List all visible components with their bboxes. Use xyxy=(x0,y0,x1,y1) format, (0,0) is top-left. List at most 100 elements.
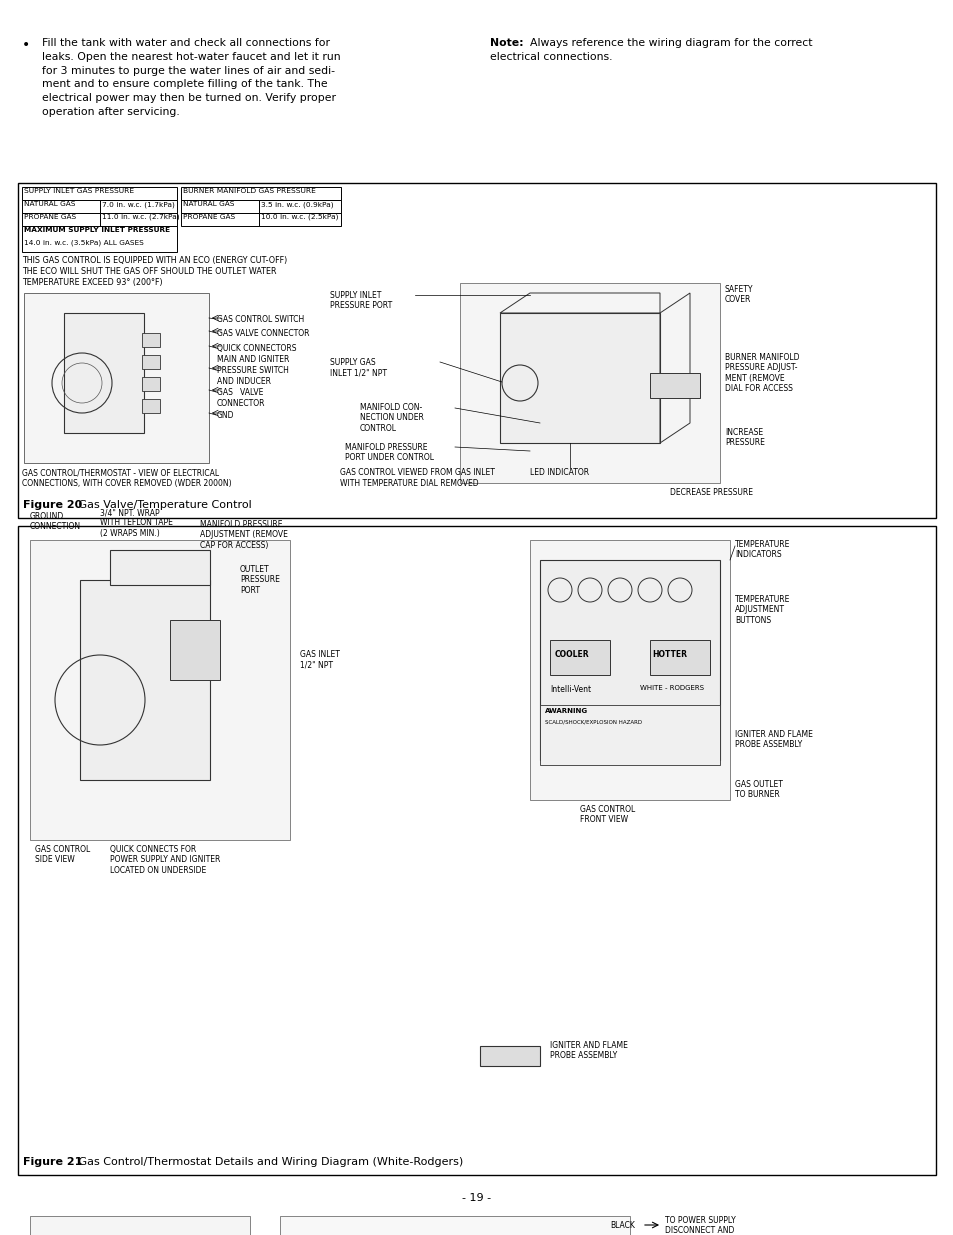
Text: AND INDUCER: AND INDUCER xyxy=(216,377,271,387)
Text: Figure 20: Figure 20 xyxy=(23,500,82,510)
Bar xyxy=(24,293,209,463)
Bar xyxy=(64,312,144,433)
Text: electrical connections.: electrical connections. xyxy=(490,52,612,62)
Bar xyxy=(30,1216,250,1235)
Text: LED INDICATOR: LED INDICATOR xyxy=(530,468,589,477)
Bar xyxy=(30,540,290,840)
Text: 10.0 in. w.c. (2.5kPa): 10.0 in. w.c. (2.5kPa) xyxy=(261,214,338,221)
Text: GAS CONTROL/THERMOSTAT - VIEW OF ELECTRICAL: GAS CONTROL/THERMOSTAT - VIEW OF ELECTRI… xyxy=(22,468,219,477)
Text: TO POWER SUPPLY
DISCONNECT AND
OVERLOAD
PROTECTION: TO POWER SUPPLY DISCONNECT AND OVERLOAD … xyxy=(664,1216,735,1235)
Text: Gas Valve/Temperature Control: Gas Valve/Temperature Control xyxy=(75,500,252,510)
Text: WHITE - RODGERS: WHITE - RODGERS xyxy=(639,685,703,692)
Text: Figure 21: Figure 21 xyxy=(23,1157,82,1167)
Text: SUPPLY GAS
INLET 1/2" NPT: SUPPLY GAS INLET 1/2" NPT xyxy=(330,358,387,378)
Text: SUPPLY INLET GAS PRESSURE: SUPPLY INLET GAS PRESSURE xyxy=(24,188,134,194)
Text: for 3 minutes to purge the water lines of air and sedi-: for 3 minutes to purge the water lines o… xyxy=(42,65,335,75)
Text: PROPANE GAS: PROPANE GAS xyxy=(24,214,76,220)
Text: GAS CONTROL
FRONT VIEW: GAS CONTROL FRONT VIEW xyxy=(579,805,635,825)
Bar xyxy=(539,559,720,760)
Text: CONNECTOR: CONNECTOR xyxy=(216,399,265,408)
Text: 7.0 in. w.c. (1.7kPa): 7.0 in. w.c. (1.7kPa) xyxy=(102,201,174,207)
Text: COOLER: COOLER xyxy=(555,650,589,659)
Text: 3.5 in. w.c. (0.9kPa): 3.5 in. w.c. (0.9kPa) xyxy=(261,201,334,207)
Text: operation after servicing.: operation after servicing. xyxy=(42,107,179,117)
Text: SUPPLY INLET
PRESSURE PORT: SUPPLY INLET PRESSURE PORT xyxy=(330,291,392,310)
Bar xyxy=(22,212,100,226)
Text: DECREASE PRESSURE: DECREASE PRESSURE xyxy=(669,488,752,496)
Bar xyxy=(459,283,720,483)
Bar xyxy=(170,620,220,680)
Text: INCREASE
PRESSURE: INCREASE PRESSURE xyxy=(724,429,764,447)
Bar xyxy=(142,399,160,412)
Text: GROUND
CONNECTION: GROUND CONNECTION xyxy=(30,513,81,531)
Bar xyxy=(539,705,720,764)
Bar xyxy=(80,580,210,781)
Bar xyxy=(479,1046,539,1066)
Text: WITH TEMPERATURE DIAL REMOVED: WITH TEMPERATURE DIAL REMOVED xyxy=(339,479,478,488)
Text: SAFETY
COVER: SAFETY COVER xyxy=(724,285,753,304)
Text: leaks. Open the nearest hot-water faucet and let it run: leaks. Open the nearest hot-water faucet… xyxy=(42,52,340,62)
Text: HOTTER: HOTTER xyxy=(651,650,686,659)
Bar xyxy=(18,183,935,517)
Text: BURNER MANIFOLD GAS PRESSURE: BURNER MANIFOLD GAS PRESSURE xyxy=(183,188,315,194)
Text: Note:: Note: xyxy=(490,38,523,48)
Text: GAS CONTROL VIEWED FROM GAS INLET: GAS CONTROL VIEWED FROM GAS INLET xyxy=(339,468,495,477)
Text: Intelli-Vent: Intelli-Vent xyxy=(550,685,591,694)
Text: GAS CONTROL SWITCH: GAS CONTROL SWITCH xyxy=(216,315,304,324)
Text: Always reference the wiring diagram for the correct: Always reference the wiring diagram for … xyxy=(522,38,812,48)
Text: •: • xyxy=(22,38,30,52)
Bar xyxy=(100,200,177,212)
Text: - 19 -: - 19 - xyxy=(462,1193,491,1203)
Text: GAS INLET
1/2" NPT: GAS INLET 1/2" NPT xyxy=(299,650,339,669)
Text: CONNECTIONS, WITH COVER REMOVED (WDER 2000N): CONNECTIONS, WITH COVER REMOVED (WDER 20… xyxy=(22,479,232,488)
Text: THE ECO WILL SHUT THE GAS OFF SHOULD THE OUTLET WATER: THE ECO WILL SHUT THE GAS OFF SHOULD THE… xyxy=(22,267,276,275)
Text: GAS CONTROL
SIDE VIEW: GAS CONTROL SIDE VIEW xyxy=(35,845,91,864)
Bar xyxy=(100,212,177,226)
Text: GND: GND xyxy=(216,411,234,420)
Text: GAS OUTLET
TO BURNER: GAS OUTLET TO BURNER xyxy=(734,781,782,799)
Text: NATURAL GAS: NATURAL GAS xyxy=(24,201,75,207)
Text: 14.0 in. w.c. (3.5kPa) ALL GASES: 14.0 in. w.c. (3.5kPa) ALL GASES xyxy=(24,240,144,247)
Text: MAXIMUM SUPPLY INLET PRESSURE: MAXIMUM SUPPLY INLET PRESSURE xyxy=(24,227,170,233)
Bar xyxy=(280,1216,629,1235)
Bar xyxy=(22,200,100,212)
Bar xyxy=(181,200,258,212)
Bar xyxy=(550,640,609,676)
Bar xyxy=(22,186,177,200)
Text: MAIN AND IGNITER: MAIN AND IGNITER xyxy=(216,354,289,364)
Text: MANIFOLD PRESSURE
PORT UNDER CONTROL: MANIFOLD PRESSURE PORT UNDER CONTROL xyxy=(345,443,434,462)
Text: PROPANE GAS: PROPANE GAS xyxy=(183,214,234,220)
Text: 3/4" NPT. WRAP
WITH TEFLON TAPE
(2 WRAPS MIN.): 3/4" NPT. WRAP WITH TEFLON TAPE (2 WRAPS… xyxy=(100,508,172,537)
Text: Fill the tank with water and check all connections for: Fill the tank with water and check all c… xyxy=(42,38,330,48)
Text: BLACK: BLACK xyxy=(609,1221,634,1230)
Text: 11.0 in. w.c. (2.7kPa): 11.0 in. w.c. (2.7kPa) xyxy=(102,214,179,221)
Text: QUICK CONNECTS FOR
POWER SUPPLY AND IGNITER
LOCATED ON UNDERSIDE: QUICK CONNECTS FOR POWER SUPPLY AND IGNI… xyxy=(110,845,220,874)
Bar xyxy=(110,550,210,585)
Text: BURNER MANIFOLD
PRESSURE ADJUST-
MENT (REMOVE
DIAL FOR ACCESS: BURNER MANIFOLD PRESSURE ADJUST- MENT (R… xyxy=(724,353,799,393)
Bar xyxy=(258,212,340,226)
Bar xyxy=(22,226,177,252)
Bar xyxy=(181,212,258,226)
Text: QUICK CONNECTORS: QUICK CONNECTORS xyxy=(216,345,296,353)
Text: TEMPERATURE
INDICATORS: TEMPERATURE INDICATORS xyxy=(734,540,789,559)
Text: IGNITER AND FLAME
PROBE ASSEMBLY: IGNITER AND FLAME PROBE ASSEMBLY xyxy=(734,730,812,750)
Text: Gas Control/Thermostat Details and Wiring Diagram (White-Rodgers): Gas Control/Thermostat Details and Wirin… xyxy=(75,1157,463,1167)
Text: electrical power may then be turned on. Verify proper: electrical power may then be turned on. … xyxy=(42,93,335,104)
Text: NATURAL GAS: NATURAL GAS xyxy=(183,201,234,207)
Bar xyxy=(181,186,340,200)
Text: THIS GAS CONTROL IS EQUIPPED WITH AN ECO (ENERGY CUT-OFF): THIS GAS CONTROL IS EQUIPPED WITH AN ECO… xyxy=(22,256,287,266)
Text: TEMPERATURE EXCEED 93° (200°F): TEMPERATURE EXCEED 93° (200°F) xyxy=(22,278,162,287)
Text: GAS   VALVE: GAS VALVE xyxy=(216,388,263,396)
Text: SCALD/SHOCK/EXPLOSION HAZARD: SCALD/SHOCK/EXPLOSION HAZARD xyxy=(544,720,641,725)
Bar xyxy=(18,526,935,1174)
Bar xyxy=(649,640,709,676)
Text: MANIFOLD PRESSURE
ADJUSTMENT (REMOVE
CAP FOR ACCESS): MANIFOLD PRESSURE ADJUSTMENT (REMOVE CAP… xyxy=(200,520,288,550)
Bar xyxy=(258,200,340,212)
Text: PRESSURE SWITCH: PRESSURE SWITCH xyxy=(216,366,289,375)
Text: ment and to ensure complete filling of the tank. The: ment and to ensure complete filling of t… xyxy=(42,79,327,89)
Text: AWARNING: AWARNING xyxy=(544,708,587,714)
Text: OUTLET
PRESSURE
PORT: OUTLET PRESSURE PORT xyxy=(240,564,279,595)
Bar xyxy=(142,354,160,369)
Text: TEMPERATURE
ADJUSTMENT
BUTTONS: TEMPERATURE ADJUSTMENT BUTTONS xyxy=(734,595,789,625)
Text: MANIFOLD CON-
NECTION UNDER
CONTROL: MANIFOLD CON- NECTION UNDER CONTROL xyxy=(359,403,423,432)
